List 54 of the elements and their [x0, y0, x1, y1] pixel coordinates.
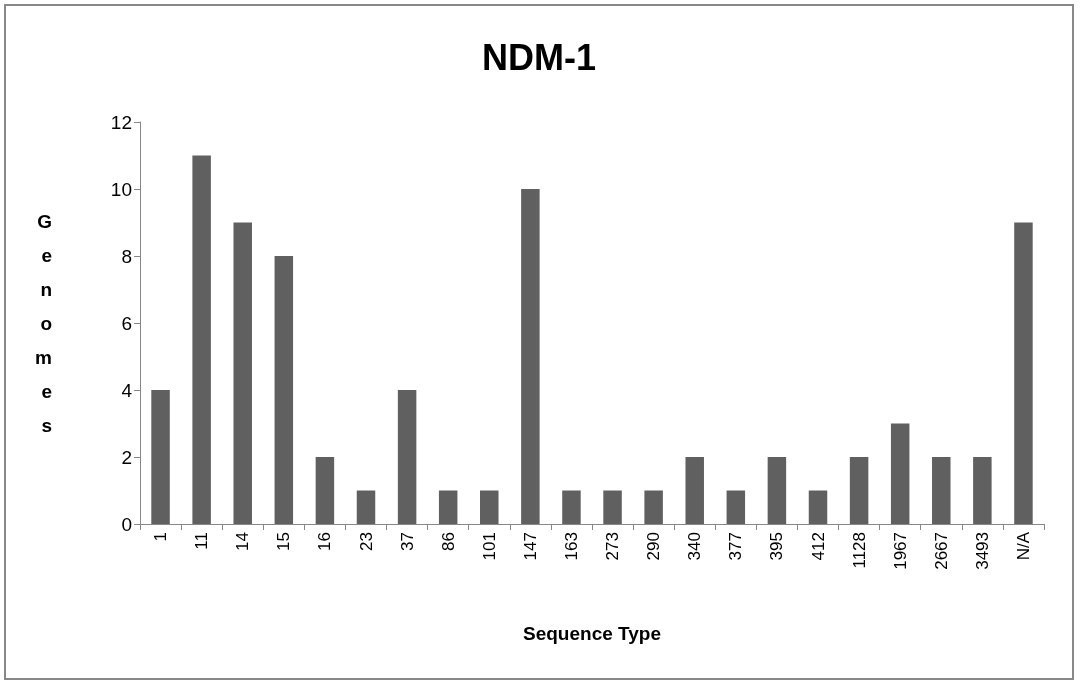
bar: [562, 490, 581, 524]
chart-title: NDM-1: [482, 36, 596, 78]
x-tick-label: N/A: [1013, 531, 1033, 561]
bar: [644, 490, 663, 524]
x-tick-label: 147: [520, 532, 540, 561]
y-tick-label: 4: [121, 379, 133, 401]
y-axis-title: Genomes: [35, 210, 52, 436]
bar: [849, 457, 869, 524]
x-tick-label: 37: [397, 532, 417, 551]
y-tick-label: 2: [121, 446, 132, 468]
x-tick-label: 101: [479, 532, 499, 561]
x-tick-label: 15: [274, 532, 294, 551]
bar: [726, 490, 746, 524]
x-axis-title: Sequence Type: [523, 623, 661, 644]
y-tick-label: 12: [110, 111, 132, 133]
x-tick-label: 290: [644, 532, 664, 561]
x-tick-label: 412: [808, 532, 828, 561]
bar: [397, 390, 417, 524]
bar: [973, 457, 992, 524]
bar: [808, 490, 828, 524]
y-tick-label: 8: [121, 245, 132, 267]
bar: [192, 155, 211, 524]
x-tick-label: 2667: [931, 532, 951, 570]
x-tick-label: 377: [726, 532, 746, 561]
bar: [315, 457, 335, 524]
bar: [1014, 222, 1033, 524]
x-tick-label: 14: [233, 532, 253, 551]
bar: [767, 457, 787, 524]
x-tick-label: 3493: [972, 532, 992, 570]
x-tick-label: 163: [561, 532, 581, 561]
x-tick-label: 340: [685, 532, 705, 561]
bar: [151, 390, 170, 524]
bar: [233, 222, 252, 524]
bar: [932, 457, 951, 524]
x-tick-label: 1: [151, 532, 171, 542]
bar: [521, 189, 540, 524]
y-tick-label: 10: [110, 178, 132, 200]
bar: [603, 490, 622, 524]
x-tick-label: 11: [192, 532, 212, 550]
bar: [685, 457, 704, 524]
bar: [438, 490, 458, 524]
bar: [890, 423, 910, 524]
bar: [274, 256, 294, 524]
y-tick-label: 6: [121, 312, 132, 334]
x-tick-label: 23: [356, 532, 376, 551]
bar: [356, 490, 376, 524]
y-tick-label: 0: [121, 513, 132, 535]
x-tick-label: 1967: [890, 532, 910, 570]
x-tick-label: 395: [767, 532, 787, 561]
x-tick-label: 1128: [849, 532, 869, 569]
x-tick-label: 86: [438, 532, 458, 551]
x-tick-label: 273: [603, 532, 623, 561]
x-tick-label: 16: [315, 532, 335, 551]
bar: [480, 490, 499, 524]
